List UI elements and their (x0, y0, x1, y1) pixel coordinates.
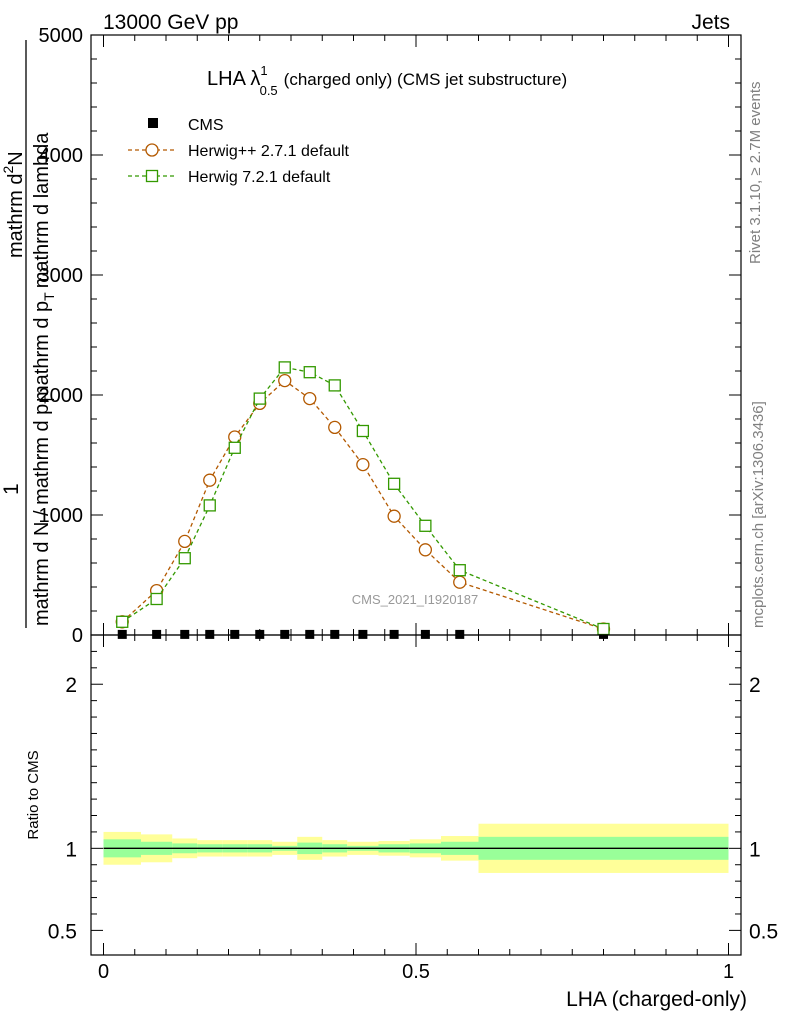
ratio-y-tick-label-right: 2 (749, 674, 761, 697)
rivet-label: Rivet 3.1.10, ≥ 2.7M events (747, 82, 764, 265)
main-y-tick-label: 0 (72, 625, 83, 647)
main-y-axis-label: 1 mathrm d N / mathrm d pT mathrm d pTma… (0, 40, 57, 628)
herwigpp-line (121, 379, 604, 630)
main-y-tick-labels: 0 1000 2000 3000 4000 5000 (39, 25, 84, 647)
herwig7-marker (178, 552, 191, 565)
herwig7-marker (328, 379, 341, 392)
herwigpp-marker (203, 473, 217, 487)
header-right: Jets (691, 11, 730, 34)
legend-label-herwig7: Herwig 7.2.1 default (188, 169, 331, 186)
x-tick-label: 0.5 (402, 961, 430, 983)
main-y-tick-label: 1000 (39, 505, 84, 527)
ratio-y-tick-label-right: 1 (749, 838, 761, 861)
ratio-panel: 0.5 0.51 12 2 0 0.5 1 Ratio to CMS LHA (charg… (25, 634, 778, 1011)
mcplots-label: mcplots.cern.ch [arXiv:1306.3436] (750, 401, 767, 628)
herwig7-marker (253, 392, 266, 405)
ratio-frame (90, 634, 742, 956)
y-label-numerator-2: mathrm d2N (0, 151, 27, 258)
y-label-derivative: mathrm d pTmathrm d lambda (31, 132, 57, 402)
herwigpp-marker (328, 420, 342, 435)
herwig7-marker (356, 424, 370, 438)
herwig7-marker (203, 499, 216, 512)
chart-title: LHA λ1 0.5(charged only) (CMS jet substru… (207, 63, 567, 98)
herwig7-marker (116, 615, 129, 628)
herwigpp-marker (356, 457, 370, 472)
y-label-denominator: mathrm d N / mathrm d pT (31, 395, 57, 626)
herwig7-marker (303, 366, 316, 379)
main-panel: 0 1000 2000 3000 4000 5000 LHA λ1 0.5(charged … (0, 25, 742, 647)
herwig7-marker (228, 441, 241, 454)
herwigpp-marker (303, 391, 317, 406)
herwigpp-marker (278, 373, 292, 388)
legend-label-cms: CMS (188, 117, 224, 134)
main-y-tick-label: 2000 (39, 385, 84, 407)
legend-marker-herwigpp (145, 143, 159, 157)
x-tick-label: 0 (98, 961, 109, 983)
herwigpp-marker (178, 534, 192, 549)
header-left: 13000 GeV pp (103, 11, 238, 34)
herwig7-marker (419, 519, 432, 532)
main-y-tick-label: 5000 (39, 25, 84, 47)
herwigpp-marker (228, 430, 242, 444)
ratio-y-tick-label-right: 0.5 (749, 920, 778, 943)
herwig7-marker (387, 477, 401, 490)
main-axis-ticks (91, 34, 741, 636)
herwig7-marker (150, 592, 163, 606)
analysis-watermark: CMS_2021_I1920187 (352, 592, 479, 607)
legend-label-herwigpp: Herwig++ 2.7.1 default (188, 143, 350, 160)
legend-marker-herwig7 (145, 169, 159, 183)
ratio-y-tick-label: 1 (65, 838, 77, 861)
herwig7-marker (453, 564, 466, 577)
ratio-x-tick-labels: 0 0.5 1 (98, 961, 734, 983)
main-y-tick-label: 3000 (39, 265, 84, 287)
ratio-y-tick-label: 0.5 (48, 920, 77, 943)
ratio-y-tick-labels: 0.5 0.5 1 1 2 2 (48, 674, 778, 943)
y-label-numerator: 1 (0, 483, 23, 495)
herwigpp-marker (418, 543, 433, 557)
ratio-axis-ticks (91, 635, 741, 955)
herwig7-marker (278, 361, 291, 374)
ratio-y-axis-label: Ratio to CMS (25, 750, 42, 839)
legend-marker-cms (148, 118, 158, 128)
herwig7-marker (597, 622, 610, 636)
herwigpp-marker (387, 509, 401, 523)
herwig7-line (121, 366, 604, 630)
legend: CMS Herwig++ 2.7.1 default Herwig 7.2.1 … (128, 117, 350, 186)
x-axis-label: LHA (charged-only) (566, 988, 747, 1011)
main-y-tick-label: 4000 (39, 145, 84, 167)
ratio-y-tick-label: 2 (65, 674, 77, 697)
herwigpp-marker (453, 575, 467, 589)
x-tick-label: 1 (723, 961, 734, 983)
